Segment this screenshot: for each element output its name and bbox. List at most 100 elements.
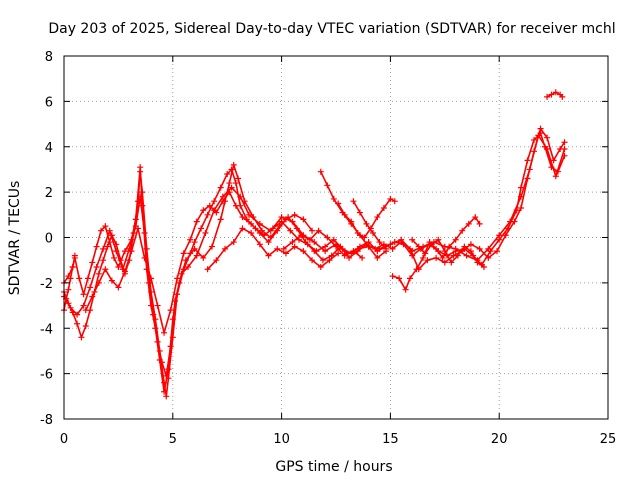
data-point xyxy=(158,359,165,366)
data-point xyxy=(311,239,318,246)
data-point xyxy=(544,146,551,153)
data-point xyxy=(208,243,215,250)
data-point xyxy=(302,239,309,246)
data-point xyxy=(537,125,544,132)
data-point xyxy=(524,157,531,164)
data-point xyxy=(228,184,235,191)
data-point xyxy=(256,241,263,248)
data-point xyxy=(348,218,355,225)
data-point xyxy=(356,209,363,216)
y-tick-label: -2 xyxy=(40,277,53,292)
data-point xyxy=(424,257,431,264)
data-point xyxy=(330,195,337,202)
data-point xyxy=(341,252,348,259)
y-tick-label: -8 xyxy=(40,413,53,428)
data-point xyxy=(82,307,89,314)
data-point xyxy=(82,322,89,329)
y-tick-label: 8 xyxy=(45,50,53,65)
data-point xyxy=(97,227,104,234)
y-tick-label: -4 xyxy=(40,322,53,337)
data-point xyxy=(145,279,152,286)
x-tick-label: 15 xyxy=(382,432,399,447)
data-point xyxy=(300,248,307,255)
data-point xyxy=(232,202,239,209)
data-point xyxy=(365,243,372,250)
data-point xyxy=(100,245,107,252)
data-point xyxy=(428,241,435,248)
series-line-6 xyxy=(319,170,387,259)
data-point xyxy=(341,211,348,218)
data-point xyxy=(463,252,470,259)
x-tick-label: 10 xyxy=(273,432,290,447)
data-point xyxy=(309,227,316,234)
data-point xyxy=(80,291,87,298)
data-point xyxy=(287,227,294,234)
data-point xyxy=(354,245,361,252)
data-point xyxy=(326,257,333,264)
data-point xyxy=(71,252,78,259)
y-axis-label: SDTVAR / TECUs xyxy=(7,181,23,296)
chart-title: Day 203 of 2025, Sidereal Day-to-day VTE… xyxy=(48,21,615,37)
data-point xyxy=(396,275,403,282)
data-point xyxy=(182,257,189,264)
data-point xyxy=(494,248,501,255)
data-point xyxy=(402,286,409,293)
data-point xyxy=(282,216,289,223)
data-point xyxy=(217,216,224,223)
data-point xyxy=(559,93,566,100)
data-point xyxy=(467,241,474,248)
data-point xyxy=(239,225,246,232)
data-point xyxy=(248,220,255,227)
data-point xyxy=(409,248,416,255)
data-point xyxy=(67,304,74,311)
y-tick-label: 2 xyxy=(45,186,53,201)
data-point xyxy=(211,198,218,205)
data-point xyxy=(480,263,487,270)
data-point xyxy=(213,257,220,264)
data-point xyxy=(291,243,298,250)
data-point xyxy=(409,236,416,243)
data-point xyxy=(191,239,198,246)
data-point xyxy=(69,263,76,270)
data-point xyxy=(78,334,85,341)
data-point xyxy=(452,245,459,252)
data-point xyxy=(193,218,200,225)
data-point xyxy=(80,302,87,309)
data-point xyxy=(226,189,233,196)
data-point xyxy=(163,393,170,400)
data-point xyxy=(535,132,542,139)
data-point xyxy=(289,239,296,246)
data-point xyxy=(507,218,514,225)
data-point xyxy=(108,277,115,284)
data-point xyxy=(335,200,342,207)
series-12 xyxy=(61,252,78,314)
data-point xyxy=(317,263,324,270)
x-tick-labels: 0 5 10 15 20 25 xyxy=(60,432,616,447)
data-point xyxy=(74,311,81,318)
axis-ticks xyxy=(63,55,609,420)
data-point xyxy=(448,259,455,266)
data-point xyxy=(202,229,209,236)
data-point xyxy=(84,275,91,282)
series-9 xyxy=(389,214,483,293)
data-point xyxy=(446,243,453,250)
data-point xyxy=(552,173,559,180)
data-point xyxy=(413,266,420,273)
series-8 xyxy=(350,198,390,252)
data-point xyxy=(89,259,96,266)
y-tick-label: 4 xyxy=(45,141,53,156)
data-point xyxy=(180,250,187,257)
data-point xyxy=(376,245,383,252)
data-point xyxy=(93,243,100,250)
data-point xyxy=(548,91,555,98)
series-line-8 xyxy=(352,200,387,250)
data-point xyxy=(476,245,483,252)
data-point xyxy=(298,232,305,239)
data-point xyxy=(496,232,503,239)
data-point xyxy=(374,214,381,221)
data-point xyxy=(459,227,466,234)
data-point xyxy=(104,243,111,250)
y-tick-label: 0 xyxy=(45,232,53,247)
data-point xyxy=(222,245,229,252)
data-point xyxy=(517,184,524,191)
